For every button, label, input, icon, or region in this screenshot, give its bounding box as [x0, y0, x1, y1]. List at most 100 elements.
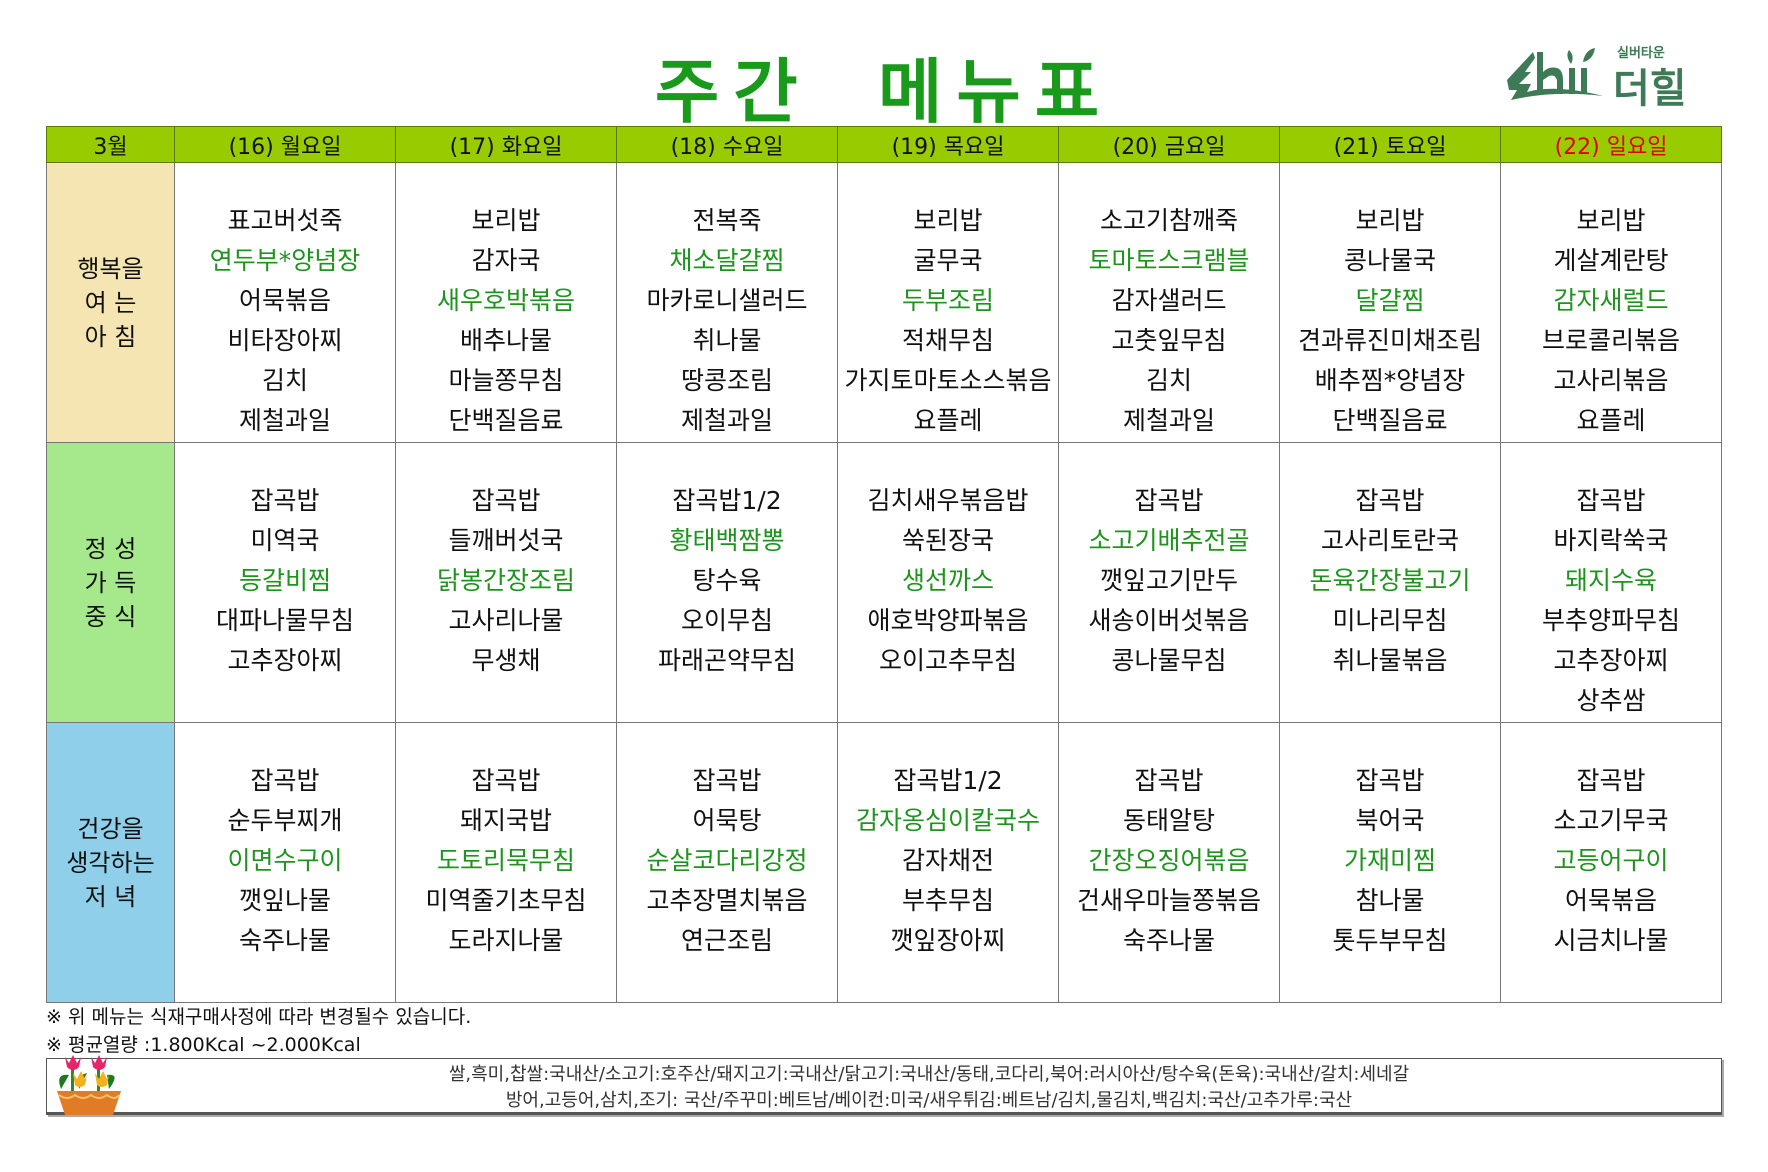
menu-cell: 잡곡밥 동태알탕 간장오징어볶음 건새우마늘쫑볶음 숙주나물 [1058, 722, 1280, 1003]
menu-cell: 표고버섯죽 연두부*양념장 어묵볶음 비타장아찌 김치 제철과일 [174, 162, 396, 443]
menu-item: 돼지국밥 [459, 806, 552, 835]
menu-item: 땅콩조림 [680, 366, 773, 395]
menu-item: 김치새우볶음밥 [867, 486, 1029, 515]
menu-item: 대파나물무침 [215, 606, 354, 635]
calorie-notice: ※ 평균열량 :1.800Kcal ~2.000Kcal [46, 1034, 361, 1056]
menu-item: 어묵볶음 [238, 286, 331, 315]
menu-cell: 잡곡밥1/2 감자옹심이칼국수 감자채전 부추무침 깻잎장아찌 [837, 722, 1059, 1003]
menu-item: 김치 [261, 366, 308, 395]
menu-item: 잡곡밥 [1355, 766, 1425, 795]
menu-item: 잡곡밥1/2 [893, 766, 1003, 795]
menu-item: 잡곡밥 [471, 766, 541, 795]
menu-cell: 잡곡밥 돼지국밥 도토리묵무침 미역줄기초무침 도라지나물 [395, 722, 617, 1003]
menu-item: 깻잎나물 [238, 886, 331, 915]
menu-item: 고추장아찌 [227, 646, 343, 675]
menu-item: 표고버섯죽 [227, 206, 343, 235]
menu-cell: 잡곡밥 들깨버섯국 닭봉간장조림 고사리나물 무생채 [395, 442, 617, 723]
menu-item: 브로콜리볶음 [1541, 326, 1680, 355]
menu-cell: 보리밥 게살계란탕 감자새럴드 브로콜리볶음 고사리볶음 요플레 [1500, 162, 1722, 443]
logo-name: 더힐 [1613, 66, 1687, 112]
menu-item: 깻잎장아찌 [890, 926, 1006, 955]
menu-item: 고추장멸치볶음 [646, 886, 808, 915]
menu-item: 제철과일 [238, 406, 331, 435]
day-header: (22) 일요일 [1500, 126, 1722, 163]
menu-item: 잡곡밥 [1576, 766, 1646, 795]
meal-label-line: 행복을 [77, 254, 144, 283]
menu-item: 게살계란탕 [1553, 246, 1669, 275]
menu-item: 어묵탕 [692, 806, 762, 835]
menu-item: 새송이버섯볶음 [1088, 606, 1250, 635]
menu-item: 감자국 [471, 246, 541, 275]
menu-item: 소고기참깨죽 [1099, 206, 1238, 235]
meal-label-line: 저 녁 [84, 882, 137, 911]
meal-label-line: 생각하는 [66, 848, 155, 877]
menu-item: 고춧잎무침 [1111, 326, 1227, 355]
menu-item: 파래곤약무침 [657, 646, 796, 675]
menu-item: 생선까스 [901, 566, 994, 595]
menu-cell: 잡곡밥 소고기무국 고등어구이 어묵볶음 시금치나물 [1500, 722, 1722, 1003]
meal-label-line: 중 식 [84, 602, 137, 631]
day-header: (20) 금요일 [1058, 126, 1280, 163]
menu-item: 보리밥 [1576, 206, 1646, 235]
menu-item: 취나물 [692, 326, 762, 355]
menu-item: 비타장아찌 [227, 326, 343, 355]
menu-item: 오이무침 [680, 606, 773, 635]
menu-item: 감자새럴드 [1553, 286, 1669, 315]
menu-item: 소고기무국 [1553, 806, 1669, 835]
menu-item: 콩나물무침 [1111, 646, 1227, 675]
menu-item: 배추찜*양념장 [1314, 366, 1466, 395]
menu-item: 단백질음료 [448, 406, 564, 435]
menu-item: 부추양파무침 [1541, 606, 1680, 635]
meal-row: 건강을 생각하는 저 녁 잡곡밥 순두부찌개 이면수구이 깻잎나물 숙주나물 잡곡밥 돼지국밥 도토… [46, 722, 1722, 1003]
menu-item: 제철과일 [680, 406, 773, 435]
menu-item: 잡곡밥1/2 [672, 486, 782, 515]
menu-item: 닭봉간장조림 [436, 566, 575, 595]
menu-item: 쑥된장국 [901, 526, 994, 555]
menu-item: 콩나물국 [1343, 246, 1436, 275]
menu-item: 동태알탕 [1122, 806, 1215, 835]
menu-cell: 잡곡밥1/2 황태백짬뽕 탕수육 오이무침 파래곤약무침 [616, 442, 838, 723]
day-header: (18) 수요일 [616, 126, 838, 163]
menu-item: 취나물볶음 [1332, 646, 1448, 675]
menu-cell: 소고기참깨죽 토마토스크램블 감자샐러드 고춧잎무침 김치 제철과일 [1058, 162, 1280, 443]
menu-item: 고등어구이 [1553, 846, 1669, 875]
house-leaf-logo-icon [1507, 48, 1603, 100]
logo: 실버타운 더힐 [1505, 38, 1705, 112]
menu-cell: 잡곡밥 소고기배추전골 깻잎고기만두 새송이버섯볶음 콩나물무침 [1058, 442, 1280, 723]
menu-item: 잡곡밥 [1355, 486, 1425, 515]
menu-item: 무생채 [471, 646, 541, 675]
day-header: (21) 토요일 [1279, 126, 1501, 163]
menu-item: 감자채전 [901, 846, 994, 875]
menu-item: 건새우마늘쫑볶음 [1076, 886, 1261, 915]
menu-item: 가재미찜 [1343, 846, 1436, 875]
menu-item: 마카로니샐러드 [646, 286, 808, 315]
page-title: 주간 메뉴표 [654, 51, 1114, 133]
menu-item: 잡곡밥 [250, 486, 320, 515]
menu-item: 미나리무침 [1332, 606, 1448, 635]
menu-item: 잡곡밥 [250, 766, 320, 795]
menu-cell: 잡곡밥 고사리토란국 돈육간장불고기 미나리무침 취나물볶음 [1279, 442, 1501, 723]
menu-item: 달걀찜 [1355, 286, 1425, 315]
menu-item: 어묵볶음 [1564, 886, 1657, 915]
menu-item: 애호박양파볶음 [867, 606, 1029, 635]
logo-subtitle: 실버타운 [1617, 46, 1665, 61]
menu-item: 잡곡밥 [1134, 766, 1204, 795]
menu-cell: 잡곡밥 어묵탕 순살코다리강정 고추장멸치볶음 연근조림 [616, 722, 838, 1003]
menu-item: 적채무침 [901, 326, 994, 355]
menu-item: 요플레 [913, 406, 983, 435]
menu-item: 마늘쫑무침 [448, 366, 564, 395]
menu-item: 오이고추무침 [878, 646, 1017, 675]
menu-item: 도토리묵무침 [436, 846, 575, 875]
menu-item: 상추쌈 [1576, 686, 1646, 715]
menu-item: 잡곡밥 [692, 766, 762, 795]
menu-item: 숙주나물 [238, 926, 331, 955]
menu-item: 보리밥 [913, 206, 983, 235]
day-header: (17) 화요일 [395, 126, 617, 163]
meal-label-line: 아 침 [84, 322, 137, 351]
menu-item: 굴무국 [913, 246, 983, 275]
menu-item: 잡곡밥 [1134, 486, 1204, 515]
menu-item: 탕수육 [692, 566, 762, 595]
menu-item: 배추나물 [459, 326, 552, 355]
meal-label-line: 정 성 [84, 534, 137, 563]
day-header: (19) 목요일 [837, 126, 1059, 163]
